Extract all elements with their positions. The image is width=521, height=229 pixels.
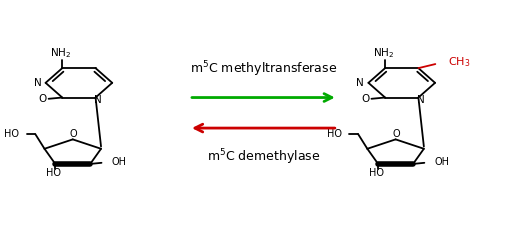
- Text: N: N: [356, 78, 364, 88]
- Text: CH$_3$: CH$_3$: [448, 56, 470, 69]
- Text: m$^5$C methyltransferase: m$^5$C methyltransferase: [190, 60, 337, 79]
- Text: OH: OH: [111, 157, 127, 167]
- Text: O: O: [393, 129, 401, 139]
- Text: N: N: [33, 78, 41, 88]
- Text: HO: HO: [327, 129, 342, 139]
- Text: NH$_2$: NH$_2$: [373, 46, 394, 60]
- Text: HO: HO: [369, 168, 384, 177]
- Text: N: N: [94, 95, 102, 105]
- Text: HO: HO: [46, 168, 61, 177]
- Text: m$^5$C demethylase: m$^5$C demethylase: [207, 148, 320, 167]
- Text: O: O: [70, 129, 78, 139]
- Text: NH$_2$: NH$_2$: [50, 46, 71, 60]
- Text: N: N: [417, 95, 425, 105]
- Text: OH: OH: [435, 157, 450, 167]
- Text: O: O: [362, 94, 370, 104]
- Text: HO: HO: [4, 129, 19, 139]
- Text: O: O: [39, 94, 47, 104]
